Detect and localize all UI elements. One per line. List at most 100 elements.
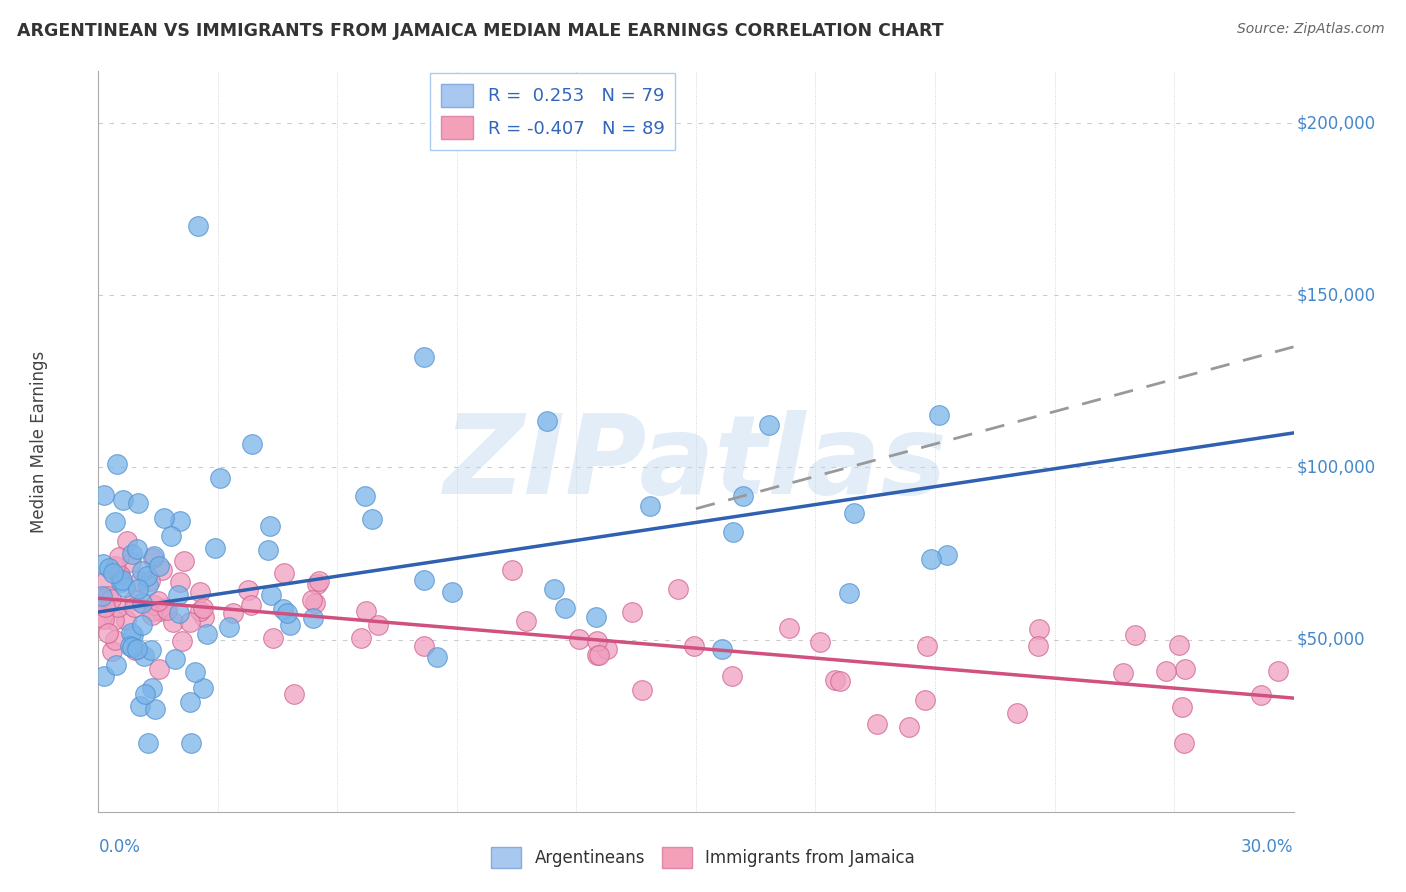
Point	[302, 611, 325, 625]
Point	[159, 528, 181, 542]
Point	[118, 640, 141, 654]
Point	[501, 563, 523, 577]
Point	[733, 489, 755, 503]
Point	[167, 607, 190, 621]
Point	[125, 541, 148, 556]
Text: $200,000: $200,000	[1298, 114, 1376, 132]
Point	[842, 506, 865, 520]
Point	[276, 607, 298, 621]
Point	[122, 599, 145, 614]
Point	[169, 514, 191, 528]
Point	[91, 609, 114, 624]
Point	[271, 601, 294, 615]
Point	[170, 634, 193, 648]
Point	[209, 470, 232, 484]
Point	[308, 574, 330, 589]
Point	[131, 564, 153, 578]
Point	[915, 639, 938, 653]
Point	[141, 604, 163, 618]
Point	[257, 542, 280, 557]
Point	[115, 613, 138, 627]
Point	[1174, 661, 1197, 675]
Point	[301, 593, 323, 607]
Point	[105, 457, 128, 471]
Point	[93, 612, 115, 626]
Point	[218, 620, 240, 634]
Text: $50,000: $50,000	[1298, 631, 1365, 648]
Point	[108, 550, 131, 565]
Point	[120, 555, 142, 569]
Point	[94, 575, 117, 590]
Point	[412, 639, 434, 653]
Point	[103, 613, 125, 627]
Point	[638, 499, 661, 513]
Point	[631, 683, 654, 698]
Point	[190, 604, 212, 618]
Point	[1154, 664, 1177, 678]
Point	[139, 574, 162, 588]
Point	[179, 615, 201, 629]
Point	[928, 408, 950, 422]
Point	[588, 648, 610, 662]
Point	[141, 607, 163, 622]
Point	[166, 588, 188, 602]
Point	[131, 596, 153, 610]
Point	[187, 219, 209, 234]
Point	[758, 417, 780, 432]
Point	[142, 551, 165, 566]
Point	[585, 634, 607, 648]
Point	[1173, 736, 1195, 750]
Point	[824, 673, 846, 687]
Point	[146, 594, 169, 608]
Point	[283, 687, 305, 701]
Point	[121, 640, 143, 655]
Point	[141, 643, 163, 657]
Point	[142, 598, 165, 612]
Point	[273, 566, 295, 581]
Point	[1005, 706, 1028, 720]
Point	[666, 582, 689, 596]
Point	[354, 604, 377, 618]
Point	[188, 584, 211, 599]
Point	[132, 648, 155, 663]
Point	[222, 606, 245, 620]
Point	[107, 599, 129, 614]
Point	[240, 437, 263, 451]
Point	[141, 681, 163, 695]
Point	[94, 599, 117, 614]
Point	[122, 593, 145, 607]
Point	[350, 631, 373, 645]
Point	[838, 586, 860, 600]
Point	[104, 515, 127, 529]
Point	[110, 574, 132, 589]
Point	[260, 588, 283, 602]
Point	[115, 533, 138, 548]
Point	[240, 598, 263, 612]
Point	[104, 658, 127, 673]
Point	[543, 582, 565, 597]
Point	[898, 720, 921, 734]
Point	[195, 627, 218, 641]
Point	[596, 641, 619, 656]
Point	[148, 662, 170, 676]
Point	[866, 717, 889, 731]
Point	[304, 596, 326, 610]
Legend: Argentineans, Immigrants from Jamaica: Argentineans, Immigrants from Jamaica	[485, 840, 921, 875]
Point	[1028, 622, 1050, 636]
Point	[720, 669, 742, 683]
Point	[134, 687, 156, 701]
Point	[554, 600, 576, 615]
Point	[193, 600, 215, 615]
Point	[156, 603, 179, 617]
Point	[91, 591, 114, 605]
Point	[136, 578, 159, 592]
Point	[914, 693, 936, 707]
Point	[413, 574, 436, 588]
Point	[121, 628, 143, 642]
Point	[1167, 638, 1189, 652]
Point	[920, 551, 942, 566]
Point	[204, 541, 226, 556]
Point	[121, 547, 143, 561]
Point	[91, 589, 114, 603]
Point	[127, 582, 149, 597]
